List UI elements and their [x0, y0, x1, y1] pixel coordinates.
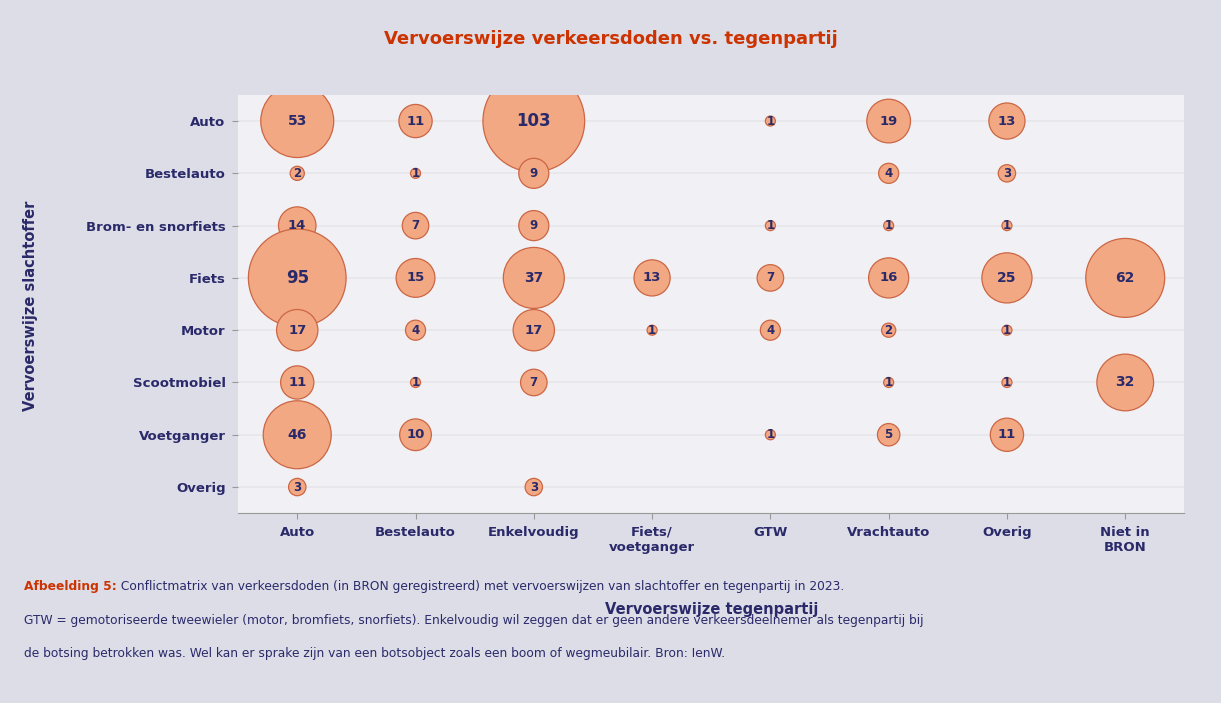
Ellipse shape: [278, 207, 316, 245]
Ellipse shape: [878, 423, 900, 446]
Text: 13: 13: [643, 271, 662, 285]
Ellipse shape: [868, 258, 908, 298]
Ellipse shape: [766, 221, 775, 231]
Ellipse shape: [757, 264, 784, 291]
Text: 1: 1: [411, 167, 420, 180]
Text: 16: 16: [879, 271, 897, 285]
Ellipse shape: [277, 309, 317, 351]
Ellipse shape: [867, 99, 911, 143]
Ellipse shape: [410, 168, 420, 179]
Ellipse shape: [291, 166, 304, 181]
Ellipse shape: [396, 259, 435, 297]
Text: 4: 4: [411, 323, 420, 337]
Text: Conflictmatrix van verkeersdoden (in BRON geregistreerd) met vervoerswijzen van : Conflictmatrix van verkeersdoden (in BRO…: [117, 580, 845, 593]
Ellipse shape: [248, 229, 346, 327]
Ellipse shape: [884, 221, 894, 231]
Text: 10: 10: [407, 428, 425, 441]
Ellipse shape: [989, 103, 1024, 139]
Ellipse shape: [402, 212, 429, 239]
Ellipse shape: [766, 116, 775, 126]
Text: 46: 46: [288, 427, 306, 441]
Ellipse shape: [519, 158, 549, 188]
Ellipse shape: [1002, 378, 1012, 387]
Ellipse shape: [1096, 354, 1154, 411]
Text: 1: 1: [1002, 376, 1011, 389]
Text: 37: 37: [524, 271, 543, 285]
Text: 1: 1: [411, 376, 420, 389]
Text: 95: 95: [286, 269, 309, 287]
Ellipse shape: [647, 325, 657, 335]
Text: Afbeelding 5:: Afbeelding 5:: [24, 580, 117, 593]
Ellipse shape: [399, 105, 432, 138]
Text: 1: 1: [1002, 323, 1011, 337]
Text: 17: 17: [288, 323, 306, 337]
Text: 62: 62: [1116, 271, 1134, 285]
Text: 32: 32: [1116, 375, 1134, 389]
Ellipse shape: [999, 165, 1016, 182]
Ellipse shape: [264, 401, 331, 469]
Text: 3: 3: [1002, 167, 1011, 180]
Ellipse shape: [990, 418, 1023, 451]
Text: 2: 2: [293, 167, 302, 180]
Text: 53: 53: [288, 114, 306, 128]
Text: 1: 1: [1002, 219, 1011, 232]
Ellipse shape: [513, 309, 554, 351]
Ellipse shape: [484, 70, 585, 172]
Ellipse shape: [884, 378, 894, 387]
Ellipse shape: [766, 430, 775, 440]
Text: 19: 19: [879, 115, 897, 127]
Text: 1: 1: [884, 376, 893, 389]
Text: 7: 7: [411, 219, 420, 232]
Text: 9: 9: [530, 219, 538, 232]
Text: GTW = gemotoriseerde tweewieler (motor, bromfiets, snorfiets). Enkelvoudig wil z: GTW = gemotoriseerde tweewieler (motor, …: [24, 614, 924, 626]
Text: 5: 5: [884, 428, 893, 441]
Text: 1: 1: [767, 115, 774, 127]
Ellipse shape: [982, 253, 1032, 303]
Text: 25: 25: [998, 271, 1017, 285]
Text: 1: 1: [648, 323, 656, 337]
Ellipse shape: [519, 211, 549, 240]
X-axis label: Vervoerswijze tegenpartij: Vervoerswijze tegenpartij: [604, 602, 818, 617]
Text: 14: 14: [288, 219, 306, 232]
Text: 103: 103: [516, 112, 551, 130]
Text: 1: 1: [767, 428, 774, 441]
Ellipse shape: [520, 369, 547, 396]
Ellipse shape: [261, 84, 333, 157]
Ellipse shape: [1085, 238, 1165, 317]
Ellipse shape: [525, 478, 542, 496]
Ellipse shape: [281, 366, 314, 399]
Ellipse shape: [882, 323, 896, 337]
Text: de botsing betrokken was. Wel kan er sprake zijn van een botsobject zoals een bo: de botsing betrokken was. Wel kan er spr…: [24, 647, 725, 660]
Text: 15: 15: [407, 271, 425, 285]
Text: 2: 2: [884, 323, 893, 337]
Text: 7: 7: [530, 376, 538, 389]
Text: 3: 3: [530, 481, 538, 494]
Text: Vervoerswijze verkeersdoden vs. tegenpartij: Vervoerswijze verkeersdoden vs. tegenpar…: [383, 30, 838, 48]
Ellipse shape: [399, 419, 431, 451]
Text: 3: 3: [293, 481, 302, 494]
Ellipse shape: [503, 247, 564, 309]
Ellipse shape: [634, 260, 670, 296]
Text: 13: 13: [998, 115, 1016, 127]
Text: 1: 1: [767, 219, 774, 232]
Text: 4: 4: [767, 323, 774, 337]
Text: 11: 11: [407, 115, 425, 127]
Text: Vervoerswijze slachtoffer: Vervoerswijze slachtoffer: [23, 200, 38, 411]
Text: 7: 7: [767, 271, 774, 285]
Ellipse shape: [879, 163, 899, 183]
Ellipse shape: [1002, 221, 1012, 231]
Ellipse shape: [410, 378, 420, 387]
Text: 17: 17: [525, 323, 543, 337]
Ellipse shape: [288, 478, 306, 496]
Text: 11: 11: [288, 376, 306, 389]
Ellipse shape: [761, 320, 780, 340]
Text: 1: 1: [884, 219, 893, 232]
Ellipse shape: [405, 320, 426, 340]
Text: 4: 4: [884, 167, 893, 180]
Text: 9: 9: [530, 167, 538, 180]
Ellipse shape: [1002, 325, 1012, 335]
Text: 11: 11: [998, 428, 1016, 441]
